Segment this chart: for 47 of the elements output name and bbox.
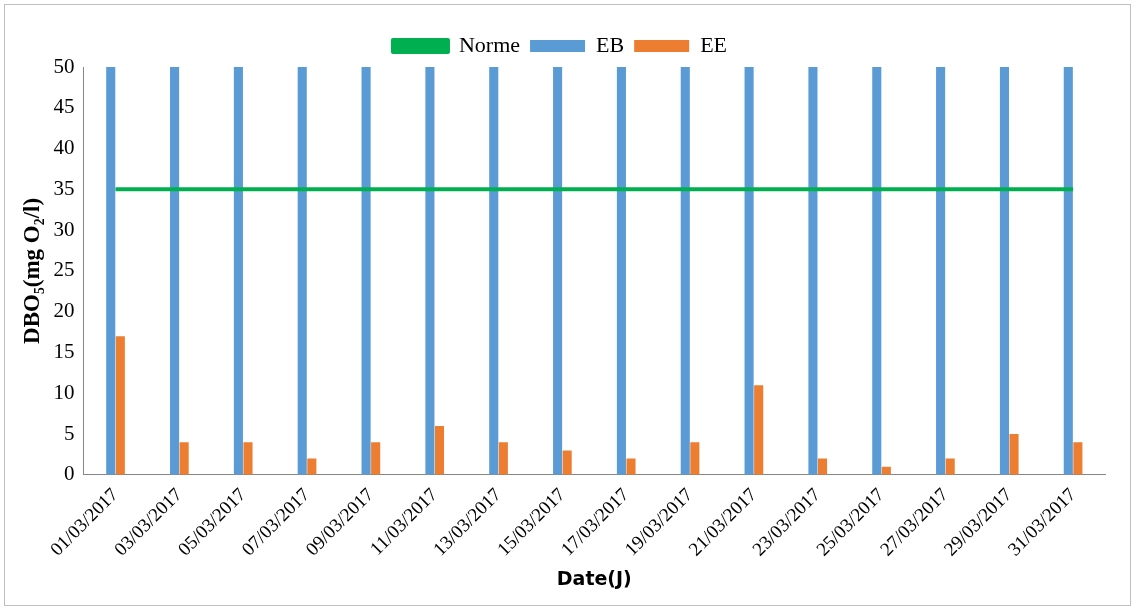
y-tick-label: 10 <box>53 379 75 404</box>
bar <box>297 67 307 475</box>
bar <box>498 442 508 475</box>
bar <box>170 67 180 475</box>
y-tick-label: 0 <box>64 461 75 486</box>
legend-label: Norme <box>458 31 521 57</box>
bar <box>1063 67 1073 475</box>
bar <box>936 67 946 475</box>
legend-label: EE <box>700 31 728 57</box>
bar <box>680 67 690 475</box>
bar <box>808 67 818 475</box>
x-axis-title: Date(J) <box>556 566 632 589</box>
y-tick-label: 30 <box>53 216 75 241</box>
y-tick-label: 50 <box>53 53 75 78</box>
bar <box>1073 442 1083 475</box>
bar <box>115 336 125 475</box>
y-tick-label: 40 <box>53 135 75 160</box>
bar <box>233 67 243 475</box>
bar <box>307 458 317 475</box>
y-tick-label: 25 <box>53 257 75 282</box>
bar <box>1009 434 1019 475</box>
bar <box>999 67 1009 475</box>
bar <box>371 442 381 475</box>
bar <box>361 67 371 475</box>
bar <box>434 425 445 475</box>
bar <box>626 458 636 475</box>
bar <box>945 458 955 475</box>
bar <box>243 442 253 475</box>
bar <box>872 67 882 475</box>
y-tick-label: 35 <box>53 175 75 200</box>
bar <box>179 442 189 475</box>
bar <box>553 67 563 475</box>
bar <box>744 67 754 475</box>
bar <box>817 458 828 475</box>
y-tick-label: 20 <box>53 298 75 323</box>
y-axis-title: DBO₅(mg O₂/l) <box>18 197 44 344</box>
bar <box>754 385 764 475</box>
y-tick-label: 45 <box>53 94 75 119</box>
bar <box>690 442 700 475</box>
bar <box>616 67 626 475</box>
bar <box>425 67 435 475</box>
y-tick-label: 15 <box>53 339 75 364</box>
bar <box>489 67 499 475</box>
bar <box>106 67 116 475</box>
legend-label: EB <box>596 31 625 57</box>
y-tick-label: 5 <box>64 420 75 445</box>
bar <box>562 450 572 475</box>
